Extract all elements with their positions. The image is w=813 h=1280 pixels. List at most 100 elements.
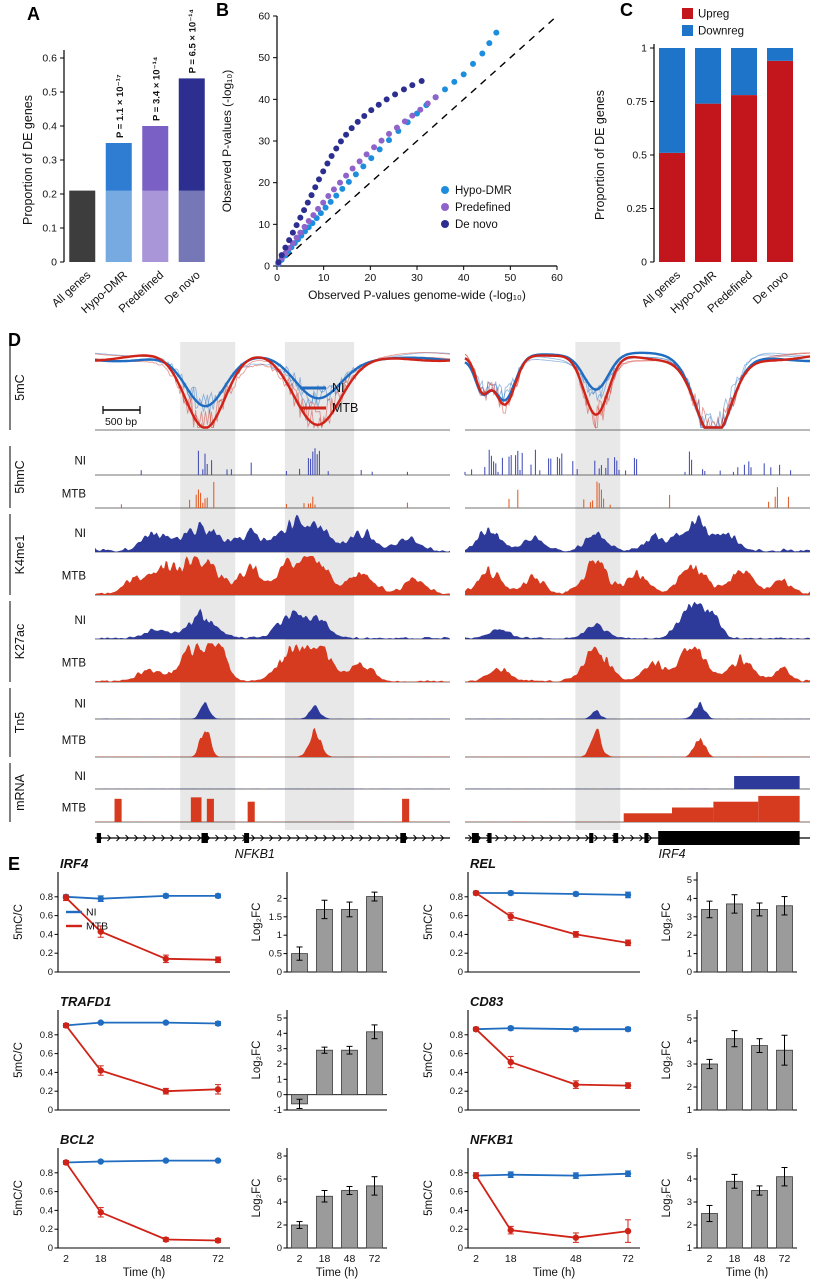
y-tick-label: 1 bbox=[277, 930, 282, 941]
track-group-label: Tn5 bbox=[13, 712, 27, 734]
log2fc-bar bbox=[751, 909, 768, 973]
data-point bbox=[345, 178, 352, 185]
y-tick-label: 5 bbox=[687, 875, 692, 886]
log2fc-bar bbox=[751, 1045, 768, 1111]
ni-point bbox=[97, 1158, 104, 1165]
signal-area bbox=[95, 608, 450, 639]
data-point bbox=[460, 71, 467, 78]
y-tick-label: 1 bbox=[687, 1105, 692, 1116]
legend-label: Predefined bbox=[455, 202, 511, 214]
gene-arrow bbox=[440, 834, 445, 842]
x-tick-label: 18 bbox=[729, 1253, 741, 1265]
data-point bbox=[320, 168, 327, 175]
data-point bbox=[330, 186, 337, 193]
y-tick-label: 0.4 bbox=[42, 121, 57, 133]
gene-arrow bbox=[621, 834, 626, 842]
gene-arrow bbox=[504, 834, 509, 842]
y-tick-label: 2 bbox=[277, 1059, 282, 1070]
signal-area bbox=[465, 701, 810, 719]
log2fc-bar bbox=[316, 1049, 333, 1096]
y-tick-label: 0.6 bbox=[40, 911, 53, 922]
y-tick-label: 5 bbox=[277, 1013, 282, 1024]
mtb-line bbox=[65, 897, 219, 961]
gene-arrow bbox=[495, 834, 500, 842]
gene-arrow bbox=[395, 834, 400, 842]
ni-point bbox=[97, 895, 104, 902]
bar-overlay bbox=[178, 190, 205, 262]
y-tick-label: 10 bbox=[258, 219, 270, 231]
ni-point bbox=[162, 1019, 170, 1026]
y-tick-label: 0.2 bbox=[42, 189, 57, 201]
data-point bbox=[368, 155, 375, 162]
x-tick-label: 72 bbox=[622, 1253, 634, 1265]
y-tick-label: 2 bbox=[687, 1220, 692, 1231]
track-row-label: MTB bbox=[62, 735, 87, 747]
bar-y-axis-title: Log₂FC bbox=[251, 1179, 263, 1218]
gene-arrow bbox=[305, 834, 310, 842]
methylation-curve bbox=[94, 354, 451, 429]
data-point bbox=[375, 101, 382, 108]
y-tick-label: -1 bbox=[274, 1105, 282, 1116]
legend-label: De novo bbox=[455, 219, 498, 231]
gene-title: IRF4 bbox=[60, 856, 89, 871]
bar-y-axis-title: Log₂FC bbox=[251, 1041, 263, 1080]
panel-label-d: D bbox=[8, 330, 21, 350]
data-point bbox=[409, 82, 416, 89]
x-tick-label: 20 bbox=[364, 272, 376, 284]
mtb-point bbox=[97, 1067, 104, 1074]
track-row-label: NI bbox=[75, 699, 87, 711]
gene-arrow bbox=[567, 834, 572, 842]
y-tick-label: 0.2 bbox=[450, 1086, 463, 1097]
data-point bbox=[393, 124, 400, 131]
mtb-point bbox=[507, 1226, 514, 1234]
data-point bbox=[308, 192, 315, 199]
data-point bbox=[470, 60, 476, 67]
y-tick-label: 0 bbox=[48, 1105, 53, 1116]
data-point bbox=[354, 118, 361, 125]
bar-downreg bbox=[695, 48, 721, 104]
mtb-point bbox=[162, 1236, 170, 1243]
gene-arrow bbox=[116, 834, 121, 842]
bar-y-axis-title: Log₂FC bbox=[251, 903, 263, 942]
gene-arrow bbox=[639, 834, 644, 842]
data-point bbox=[305, 218, 312, 224]
signal-block bbox=[734, 776, 800, 789]
x-tick-label: 2 bbox=[473, 1253, 479, 1265]
bar-upreg bbox=[659, 152, 685, 262]
signal-block bbox=[713, 801, 759, 822]
x-tick-label: 0 bbox=[274, 272, 280, 284]
line-y-axis-title: 5mC/C bbox=[13, 1042, 25, 1078]
y-tick-label: 0.4 bbox=[450, 1205, 463, 1216]
data-point bbox=[432, 94, 439, 101]
data-point bbox=[301, 207, 308, 214]
x-tick-label: 48 bbox=[344, 1253, 356, 1265]
y-tick-label: 0.8 bbox=[40, 1030, 53, 1041]
y-tick-label: 0.5 bbox=[42, 87, 57, 99]
y-tick-label: 0 bbox=[458, 1243, 463, 1254]
legend-label: MTB bbox=[86, 921, 108, 933]
y-tick-label: 4 bbox=[277, 1028, 282, 1039]
panel-e-timecourses: IRF4 0 0.2 0.4 0.6 0.8 5mC/C NI MTB 0 0.5 1 1.5 2 Log₂… bbox=[13, 856, 797, 1279]
log2fc-bar bbox=[726, 1180, 743, 1249]
y-tick-label: 0.4 bbox=[450, 929, 463, 940]
log2fc-bar bbox=[701, 909, 718, 973]
y-tick-label: 20 bbox=[258, 177, 270, 189]
mtb-line bbox=[475, 892, 629, 944]
track-row-label: NI bbox=[75, 528, 87, 540]
signal-area bbox=[95, 514, 450, 552]
y-tick-label: 0 bbox=[277, 967, 282, 978]
legend-marker bbox=[441, 186, 449, 194]
bar-upreg bbox=[731, 95, 757, 262]
signal-block bbox=[206, 798, 214, 822]
data-point bbox=[325, 193, 332, 199]
mtb-line bbox=[65, 1024, 219, 1093]
y-tick-label: 2 bbox=[687, 930, 692, 941]
y-tick-label: 0 bbox=[51, 257, 57, 269]
gene-arrow bbox=[585, 834, 590, 842]
y-tick-label: 4 bbox=[687, 893, 692, 904]
gene-arrow bbox=[152, 834, 157, 842]
data-point bbox=[289, 229, 296, 236]
bar bbox=[105, 143, 132, 262]
signal-block bbox=[672, 807, 714, 822]
